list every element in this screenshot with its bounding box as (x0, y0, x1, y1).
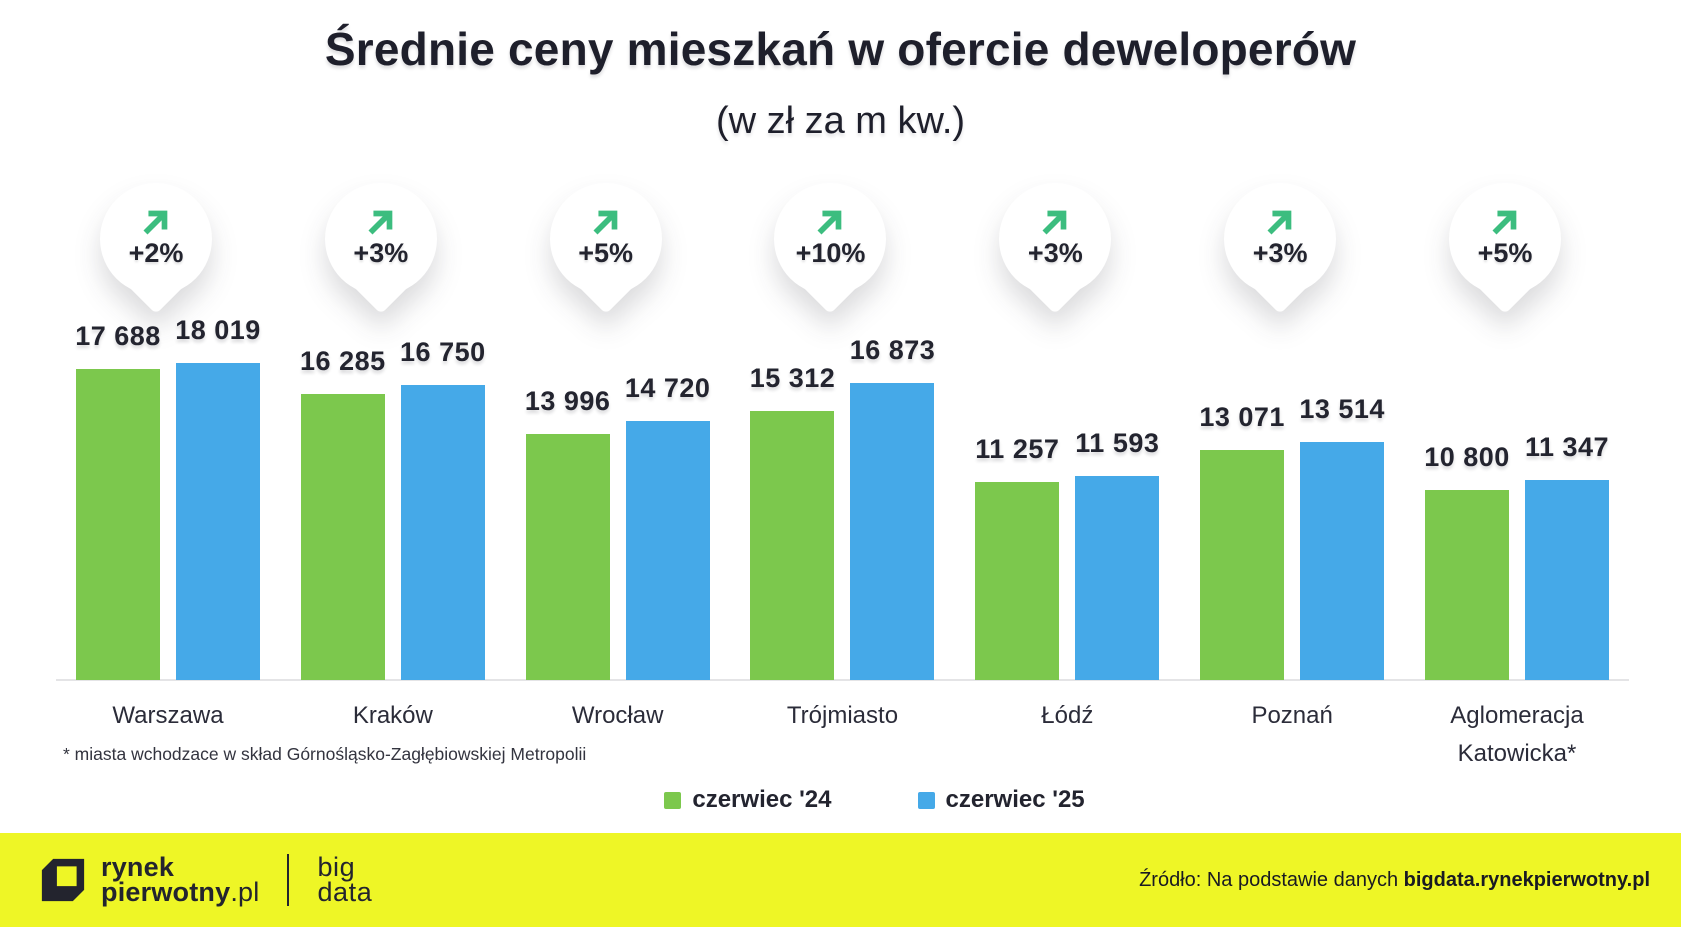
value-label: 11 593 (1075, 428, 1160, 458)
rynekpierwotny-logo-icon (41, 858, 85, 902)
x-axis-line (56, 679, 1629, 681)
bigdata-line2: data (317, 877, 373, 907)
bar-group: +10% 15 312 16 873 Trójmiasto (730, 0, 954, 931)
trend-pin: +3% (1224, 183, 1337, 317)
trend-up-icon (1492, 210, 1517, 235)
city-label: Łódź (1041, 702, 1094, 729)
city-label: Warszawa (112, 702, 224, 729)
bar-czerwiec-25 (400, 385, 485, 680)
value-label: 14 720 (624, 373, 711, 403)
source-domain: bigdata.rynekpierwotny.pl (1403, 868, 1650, 891)
bar-czerwiec-25 (850, 383, 935, 680)
trend-pct: +2% (128, 238, 184, 268)
trend-up-icon (143, 210, 168, 235)
legend: czerwiec '24 czerwiec '25 (34, 786, 1681, 814)
bar-czerwiec-25 (625, 421, 710, 680)
source-text: Źródło: Na podstawie danych bigdata.ryne… (1139, 869, 1650, 892)
trend-pct: +5% (578, 238, 634, 268)
trend-up-icon (1042, 210, 1067, 235)
value-label: 18 019 (175, 315, 261, 345)
bar-group: +5% 10 800 11 347 Aglomeracja Katowicka* (1405, 0, 1629, 931)
trend-pct: +10% (795, 238, 866, 268)
value-label: 15 312 (749, 363, 836, 393)
value-label: 13 514 (1299, 394, 1385, 424)
legend-label: czerwiec '24 (692, 786, 832, 813)
value-label: 16 873 (849, 335, 936, 365)
bar-czerwiec-24 (76, 369, 160, 680)
trend-pin: +3% (324, 183, 437, 317)
trend-pin: +3% (999, 183, 1112, 317)
city-label: Wrocław (571, 702, 664, 729)
bar-czerwiec-25 (176, 363, 260, 680)
value-label: 13 071 (1199, 402, 1285, 432)
value-label: 16 750 (400, 337, 486, 367)
bar-group: +2% 17 688 18 019 Warszawa (56, 0, 280, 931)
legend-item-czerwiec-25: czerwiec '25 (917, 786, 1085, 814)
page-title: Średnie ceny mieszkań w ofercie dewelope… (324, 23, 1357, 75)
trend-pct: +3% (1252, 238, 1308, 268)
pin-circle: +10% (774, 183, 887, 295)
logo-line2-suffix: .pl (230, 877, 260, 907)
legend-label: czerwiec '25 (945, 786, 1085, 813)
bar-czerwiec-24 (1200, 450, 1285, 680)
trend-up-icon (1267, 210, 1292, 235)
logo-line1: rynek (101, 852, 175, 882)
page-subtitle: (w zł za m kw.) (715, 100, 966, 142)
source-prefix: Źródło: Na podstawie danych (1139, 868, 1404, 891)
bar-group: +5% 13 996 14 720 Wrocław (506, 0, 730, 931)
bar-czerwiec-24 (975, 482, 1060, 680)
bar-group: +3% 13 071 13 514 Poznań (1180, 0, 1404, 931)
logo-line2: pierwotny (101, 877, 231, 907)
trend-pin: +5% (1448, 183, 1561, 317)
trend-pin: +5% (549, 183, 662, 317)
pin-circle: +5% (1448, 183, 1561, 295)
legend-item-czerwiec-24: czerwiec '24 (664, 786, 832, 814)
trend-pin: +10% (774, 183, 887, 317)
bar-czerwiec-24 (1424, 490, 1509, 680)
pin-circle: +3% (1224, 183, 1337, 295)
logo-text: rynek pierwotny.pl (101, 852, 260, 907)
bigdata-logo: big data (317, 852, 373, 907)
legend-swatch-green (664, 791, 682, 809)
value-label: 13 996 (524, 386, 611, 416)
trend-pct: +3% (1027, 238, 1083, 268)
city-label: Poznań (1251, 702, 1333, 729)
bigdata-line1: big (317, 852, 356, 882)
value-label: 17 688 (75, 321, 161, 351)
bar-czerwiec-24 (525, 434, 610, 680)
bar-czerwiec-25 (1524, 480, 1609, 680)
trend-pct: +3% (353, 238, 409, 268)
trend-pin: +2% (100, 183, 212, 317)
footer-divider (287, 854, 290, 906)
footer: rynek pierwotny.pl big data Źródło: Na p… (0, 833, 1681, 927)
trend-up-icon (593, 210, 617, 235)
bar-czerwiec-25 (1075, 476, 1160, 680)
value-label: 11 347 (1524, 432, 1610, 462)
trend-up-icon (368, 210, 393, 235)
city-label: Kraków (352, 702, 433, 729)
trend-pct: +5% (1477, 238, 1533, 268)
city-label: Trójmiasto (786, 702, 899, 729)
value-label: 11 257 (975, 434, 1060, 464)
legend-swatch-blue (917, 791, 935, 809)
rynekpierwotny-logo: rynek pierwotny.pl (40, 852, 260, 907)
pin-circle: +3% (999, 183, 1112, 295)
value-label: 16 285 (300, 346, 386, 376)
bar-czerwiec-24 (750, 411, 835, 680)
footnote: * miasta wchodzace w skład Górnośląsko-Z… (63, 744, 587, 764)
bar-czerwiec-25 (1300, 442, 1385, 680)
city-label: Aglomeracja Katowicka* (1450, 702, 1584, 767)
trend-up-icon (817, 210, 842, 235)
bar-group: +3% 16 285 16 750 Kraków (281, 0, 505, 931)
value-label: 10 800 (1424, 442, 1510, 472)
bar-czerwiec-24 (300, 394, 385, 680)
pin-circle: +5% (549, 183, 662, 295)
bar-group: +3% 11 257 11 593 Łódź (955, 0, 1179, 931)
pin-circle: +2% (100, 183, 212, 295)
pin-circle: +3% (324, 183, 437, 295)
